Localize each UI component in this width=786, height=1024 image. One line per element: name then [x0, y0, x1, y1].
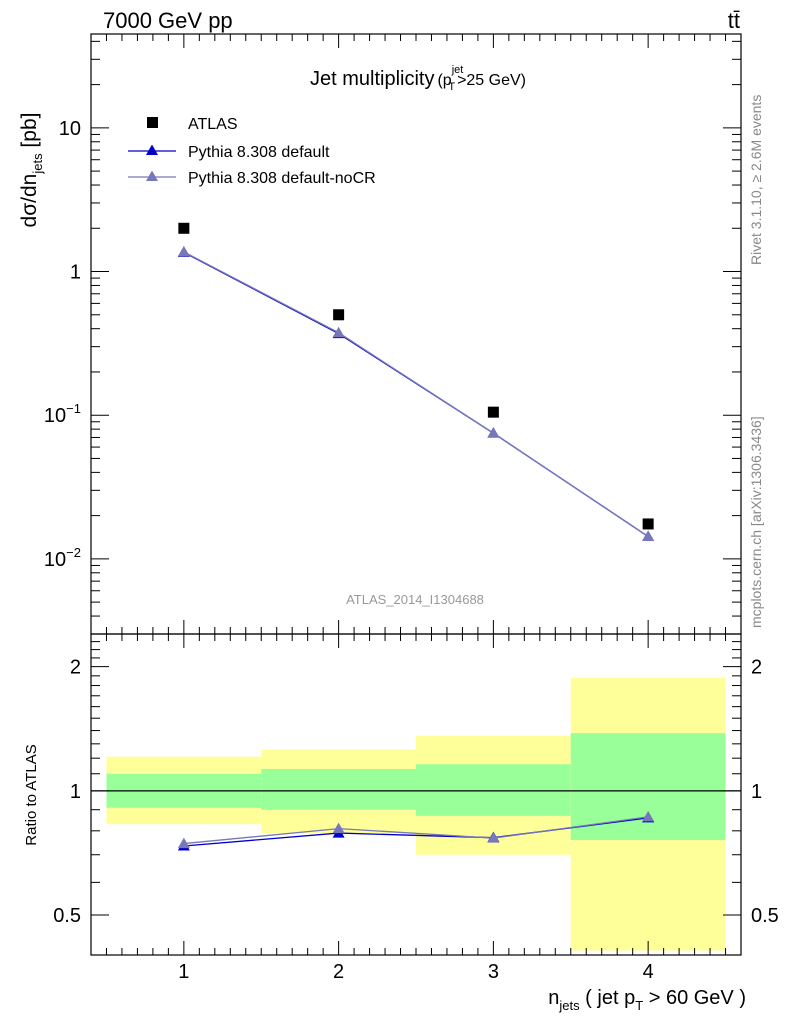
x-tick-label: 1	[178, 961, 189, 983]
legend-label-default: Pythia 8.308 default	[188, 144, 330, 161]
ratio-y-tick-label: 0.5	[53, 905, 81, 927]
legend-marker-atlas	[147, 117, 158, 128]
energy-label: 7000 GeV pp	[103, 8, 233, 33]
legend-marker-nocr	[146, 170, 158, 181]
main-panel: 10−2 10−1 1 10	[44, 34, 741, 635]
x-tick-label: 2	[333, 961, 344, 983]
rivet-label: Rivet 3.1.10, ≥ 2.6M events	[748, 95, 764, 265]
ratio-y-label: Ratio to ATLAS	[23, 744, 40, 845]
legend-label-atlas: ATLAS	[188, 116, 238, 133]
nocr-marker	[177, 245, 190, 257]
nocr-ratio-marker	[332, 822, 345, 834]
nocr-ratio-marker	[642, 810, 655, 822]
nocr-ratio-marker	[177, 837, 190, 849]
mcplots-label: mcplots.cern.ch [arXiv:1306.3436]	[748, 416, 764, 628]
legend-marker-default	[146, 144, 158, 155]
ratio-frame	[90, 633, 742, 956]
x-tick-label: 4	[643, 961, 654, 983]
nocr-ratio-marker	[487, 832, 500, 843]
main-y-tick-label: 10	[59, 118, 81, 140]
nocr-marker	[332, 326, 345, 338]
atlas-data-point	[178, 222, 190, 234]
x-tick-label: 3	[488, 961, 499, 983]
nocr-marker	[487, 427, 500, 438]
main-y-tick-label: 10−2	[44, 545, 81, 571]
nocr-line	[183, 251, 649, 538]
process-label: tt̄	[728, 8, 740, 33]
ratio-panel: 1 2 3 4 0.5 0.5 1 1 2 2	[53, 634, 779, 983]
ratio-y-tick-label: 1	[70, 781, 81, 803]
legend-label-nocr: Pythia 8.308 default-noCR	[188, 170, 376, 187]
default-line	[183, 251, 649, 538]
uncertainty-band-inner	[416, 764, 571, 816]
ratio-y-tick-label-right: 0.5	[751, 905, 779, 927]
uncertainty-band-inner	[261, 768, 416, 810]
main-y-tick-label: 1	[70, 262, 81, 284]
main-y-label: dσ/dnjets [pb]	[18, 113, 45, 228]
legend: ATLAS Pythia 8.308 default Pythia 8.308 …	[128, 116, 376, 187]
atlas-data-point	[487, 406, 499, 418]
x-axis-label: njets ( jet pT > 60 GeV )	[548, 987, 746, 1013]
ratio-y-tick-label: 2	[70, 657, 81, 679]
nocr-ratio-line	[183, 816, 649, 845]
ratio-y-tick-label-right: 2	[751, 657, 762, 679]
atlas-data-point	[333, 309, 345, 321]
nocr-marker	[642, 530, 655, 542]
main-y-tick-label: 10−1	[44, 401, 81, 427]
chart-title: Jet multiplicity (pjet T >25 GeV)	[310, 64, 526, 93]
ratio-y-tick-label-right: 1	[751, 781, 762, 803]
analysis-label: ATLAS_2014_I1304688	[346, 592, 484, 607]
atlas-data-point	[642, 518, 654, 530]
